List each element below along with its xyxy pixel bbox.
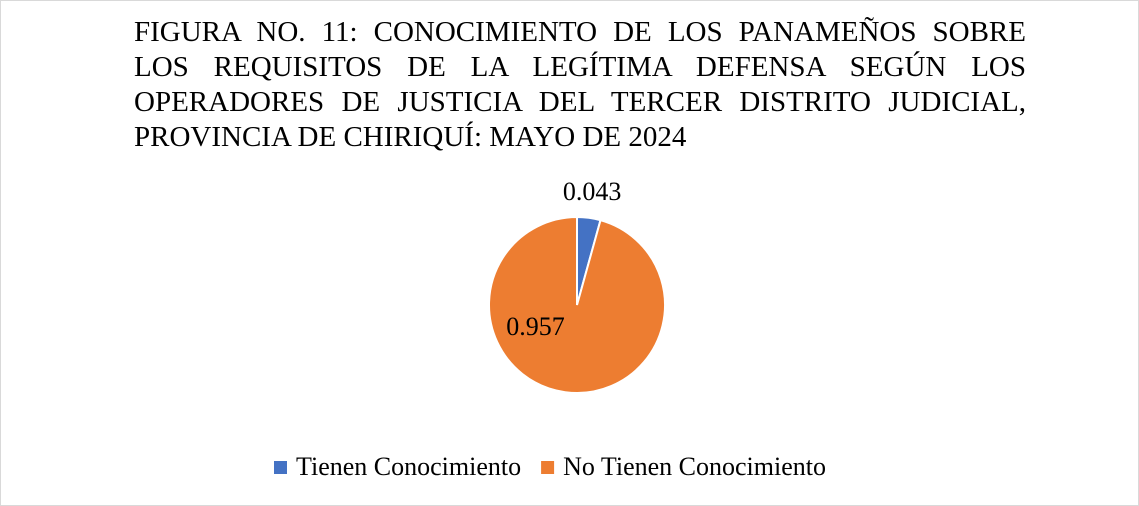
pie-slice (488, 215, 666, 394)
legend-swatch (541, 461, 555, 474)
legend-label: Tienen Conocimiento (296, 452, 521, 481)
data-label: 0.043 (563, 177, 622, 206)
legend-label: No Tienen Conocimiento (563, 452, 826, 481)
chart-title: FIGURA NO. 11: CONOCIMIENTO DE LOS PANAM… (134, 16, 1026, 153)
legend-swatch (274, 461, 287, 474)
data-label: 0.957 (506, 312, 565, 341)
